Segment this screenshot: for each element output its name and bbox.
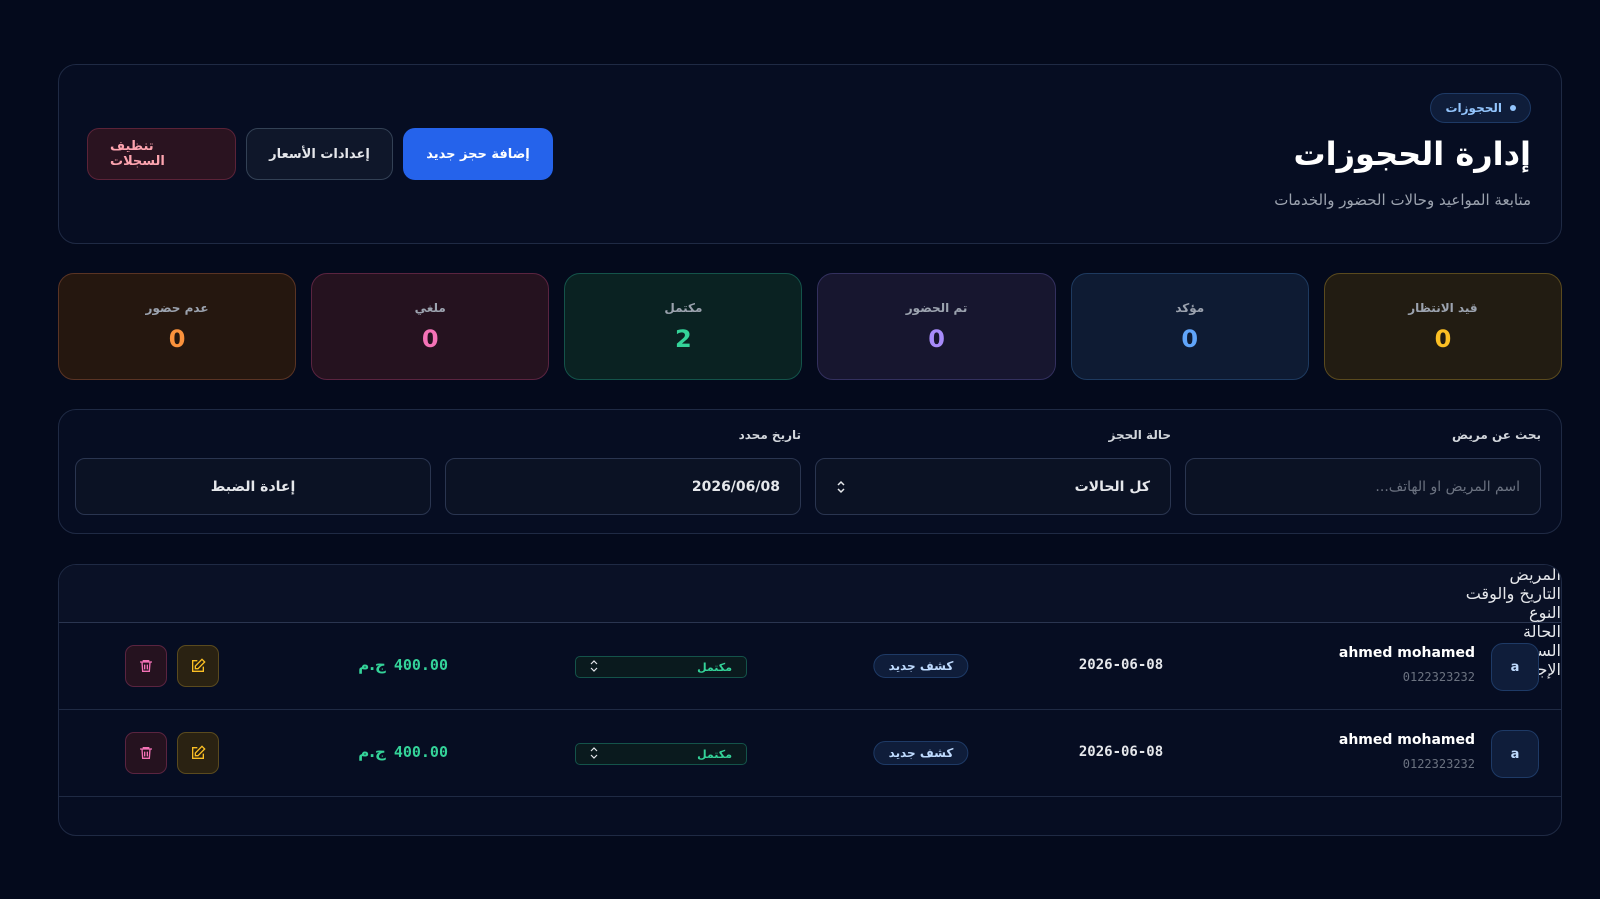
icon: [590, 659, 598, 672]
search-placeholder: اسم المريض او الهاتف...: [1375, 478, 1520, 495]
date-label: تاريخ محدد: [738, 428, 801, 442]
stat-label: ملغي: [414, 300, 446, 315]
status-value: مكتمل: [697, 660, 732, 674]
status-select[interactable]: مكتمل: [575, 743, 747, 765]
page-subtitle: متابعة المواعيد وحالات الحضور والخدمات: [1274, 191, 1531, 209]
date-input[interactable]: 2026/06/08: [445, 458, 801, 515]
stat-value: 0: [1434, 324, 1452, 353]
icon: [192, 658, 206, 672]
select-arrow: [590, 659, 598, 675]
cleanup-button[interactable]: تنظيف السجلات: [87, 128, 236, 180]
stat-value: 0: [1181, 324, 1199, 353]
date-value: 2026/06/08: [691, 478, 780, 495]
page-title: إدارة الحجوزات: [1293, 135, 1531, 173]
price: 400.00 ج.م: [358, 743, 448, 761]
status-value: كل الحالات: [1074, 478, 1150, 495]
edit-button[interactable]: [177, 645, 219, 687]
filters-card: بحث عن مريض اسم المريض او الهاتف... حالة…: [58, 409, 1562, 534]
stat-value: 0: [421, 324, 439, 353]
stat-label: مؤكد: [1175, 300, 1205, 315]
price-value: 400.00: [393, 656, 448, 674]
stat-card: تم الحضور 0: [817, 273, 1056, 380]
status-select[interactable]: كل الحالات: [815, 458, 1171, 515]
delete-button[interactable]: [125, 732, 167, 774]
stat-label: تم الحضور: [905, 300, 968, 315]
status-value: مكتمل: [697, 747, 732, 761]
column-header: النوع: [1529, 603, 1561, 622]
table-row: a ahmed mohamed 0122323232 2026-06-08 كشف جد…: [59, 623, 1561, 710]
status-label: حالة الحجز: [1108, 428, 1172, 442]
reset-button[interactable]: إعادة الضبط: [75, 458, 431, 515]
badge-text: الحجوزات: [1445, 101, 1502, 115]
stat-label: مكتمل: [664, 300, 703, 315]
patient-name: ahmed mohamed: [1338, 645, 1475, 661]
select-arrow: [837, 480, 845, 493]
currency: ج.م: [358, 743, 386, 761]
avatar: a: [1491, 643, 1539, 691]
stat-label: عدم حضور: [145, 300, 209, 315]
stat-card: مكتمل 2: [564, 273, 803, 380]
search-label: بحث عن مريض: [1452, 428, 1541, 442]
stat-value: 2: [675, 324, 692, 353]
stat-card: عدم حضور 0: [57, 273, 297, 380]
icon: [140, 747, 152, 759]
pricing-button[interactable]: إعدادات الأسعار: [246, 128, 393, 180]
delete-button[interactable]: [125, 645, 167, 687]
badge: الحجوزات: [1430, 93, 1531, 123]
table-row: a ahmed mohamed 0122323232 2026-06-08 كشف جد…: [59, 710, 1561, 797]
booking-date: 2026-06-08: [1078, 744, 1164, 760]
actions: إضافة حجز جديد إعدادات الأسعار تنظيف الس…: [87, 128, 553, 180]
add-booking-button[interactable]: إضافة حجز جديد: [403, 128, 553, 180]
stat-label: قيد الانتظار: [1408, 300, 1478, 315]
patient-name: ahmed mohamed: [1338, 732, 1475, 748]
patient-phone: 0122323232: [1402, 670, 1475, 684]
stats: قيد الانتظار 0 مؤكد 0 تم الحضور 0 مكتمل 2 ملغي 0 ع…: [57, 273, 1562, 380]
patient-phone: 0122323232: [1402, 757, 1475, 771]
booking-type: كشف جديد: [873, 654, 969, 678]
booking-date: 2026-06-08: [1078, 657, 1164, 673]
edit-button[interactable]: [177, 732, 219, 774]
avatar: a: [1491, 730, 1539, 778]
stat-card: مؤكد 0: [1070, 273, 1309, 380]
stat-card: قيد الانتظار 0: [1323, 273, 1562, 380]
currency: ج.م: [358, 656, 386, 674]
stat-value: 0: [168, 324, 186, 353]
status-select[interactable]: مكتمل: [575, 656, 747, 678]
icon: [140, 660, 152, 672]
column-header: المريض: [1509, 565, 1561, 584]
stat-value: 0: [928, 324, 945, 353]
header-card: الحجوزات إدارة الحجوزات متابعة المواعيد …: [58, 64, 1562, 244]
select-arrow: [590, 746, 598, 762]
price-value: 400.00: [393, 743, 448, 761]
column-header: التاريخ والوقت: [1465, 584, 1561, 603]
icon: [192, 745, 206, 759]
column-header: الحالة: [1523, 622, 1561, 641]
stat-card: ملغي 0: [311, 273, 550, 380]
booking-type: كشف جديد: [873, 741, 969, 765]
search-input[interactable]: اسم المريض او الهاتف...: [1185, 458, 1541, 515]
icon: [590, 746, 598, 759]
price: 400.00 ج.م: [358, 656, 448, 674]
reset-text: إعادة الضبط: [210, 478, 296, 495]
